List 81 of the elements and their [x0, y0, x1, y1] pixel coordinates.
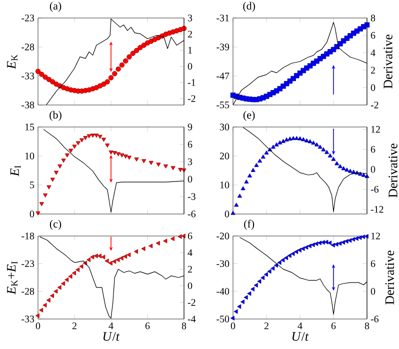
x-tick-label: 6 — [145, 322, 150, 330]
y2-tick-label: -12 — [370, 206, 384, 213]
y2-tick-label: 6 — [370, 260, 376, 268]
y2-tick-label: 6 — [188, 141, 192, 148]
x-tick-label: 8 — [182, 322, 186, 330]
y-tick-label: -30 — [216, 260, 230, 268]
y-axis-title: E$_{K}$ — [7, 54, 18, 70]
y-tick-label: 0 — [224, 210, 230, 218]
y-axis-title: E$_{I}$ — [10, 166, 21, 176]
x-axis-title: U/t — [103, 332, 120, 341]
x-tick-label: 2 — [72, 322, 76, 330]
y-tick-label: -23 — [22, 260, 34, 268]
y2-tick-label: 0 — [370, 84, 376, 91]
y-tick-label: -18 — [22, 232, 34, 240]
y2-tick-label: -2 — [188, 95, 196, 102]
chart-title: (c) — [50, 220, 62, 230]
y-tick-label: -31 — [216, 14, 229, 22]
y2-tick-label: 12 — [371, 232, 380, 240]
y-tick-label: -28 — [22, 44, 34, 50]
x-tick-label: 6 — [331, 322, 336, 330]
y2-tick-label: -3 — [188, 193, 196, 200]
y-tick-label: 20 — [220, 152, 230, 160]
y2-tick-label: 9 — [188, 124, 192, 130]
chart-title: (f) — [244, 220, 254, 230]
y2-tick-label: 4 — [370, 50, 376, 56]
chart-title: (b) — [50, 110, 62, 121]
y2-tick-label: 0 — [188, 282, 192, 290]
x-tick-label: 8 — [364, 322, 370, 330]
y2-tick-label: -2 — [188, 299, 196, 306]
y2-axis-title: Derivative — [388, 144, 398, 198]
x-axis-title: U/t — [292, 332, 309, 341]
x-tick-label: 4 — [108, 322, 114, 330]
y2-tick-label: -4 — [188, 316, 196, 322]
x-tick-label: 4 — [298, 322, 302, 330]
y-tick-label: 0 — [30, 210, 34, 218]
x-tick-label: 0 — [36, 322, 40, 330]
chart-title: (a) — [50, 2, 62, 12]
y2-tick-label: -6 — [188, 210, 196, 218]
y2-tick-label: 0 — [188, 62, 192, 70]
chart-title: (e) — [243, 110, 255, 121]
y2-tick-label: 0 — [370, 288, 376, 295]
y2-tick-label: 3 — [188, 14, 192, 22]
y-tick-label: -39 — [216, 44, 230, 50]
y-tick-label: -23 — [22, 14, 34, 22]
y-tick-label: -50 — [216, 316, 230, 322]
y2-tick-label: 12 — [371, 126, 380, 133]
y-tick-label: 5 — [30, 182, 34, 188]
x-tick-label: 0 — [230, 322, 236, 330]
y2-tick-label: 2 — [188, 266, 192, 272]
x-tick-label: 2 — [264, 322, 268, 330]
y2-tick-label: 3 — [188, 158, 192, 166]
y-tick-label: -28 — [22, 288, 34, 295]
y-tick-label: 10 — [220, 182, 230, 188]
y2-tick-label: 0 — [370, 166, 376, 173]
y2-tick-label: 2 — [188, 30, 192, 38]
y2-tick-label: 1 — [188, 46, 192, 54]
y2-tick-label: -1 — [188, 79, 196, 86]
y2-tick-label: 6 — [370, 32, 376, 39]
y2-tick-label: 0 — [188, 176, 192, 183]
y-tick-label: -33 — [22, 316, 34, 322]
y-tick-label: -40 — [216, 288, 230, 295]
y2-axis-title: Derivative — [384, 34, 392, 88]
y-tick-label: 10 — [25, 152, 34, 160]
y-tick-label: -38 — [22, 102, 34, 108]
y2-tick-label: -6 — [370, 316, 379, 322]
y2-axis-title: Derivative — [385, 250, 394, 304]
y2-tick-label: 8 — [370, 14, 376, 22]
y-tick-label: 30 — [220, 124, 230, 130]
y2-tick-label: -2 — [370, 102, 378, 108]
y-tick-label: 15 — [25, 124, 34, 130]
y-tick-label: -20 — [216, 232, 230, 240]
y2-tick-label: 4 — [188, 249, 192, 256]
y-axis-title: E$_{K}$+E$_{I}$ — [7, 261, 18, 294]
y2-tick-label: 6 — [370, 146, 376, 153]
y2-tick-label: -6 — [370, 186, 379, 193]
y2-tick-label: 6 — [188, 232, 192, 240]
y-tick-label: -47 — [216, 72, 230, 80]
chart-title: (d) — [243, 2, 255, 12]
y-tick-label: -55 — [216, 102, 230, 108]
y2-tick-label: 2 — [370, 66, 375, 74]
y-tick-label: -33 — [22, 72, 34, 80]
